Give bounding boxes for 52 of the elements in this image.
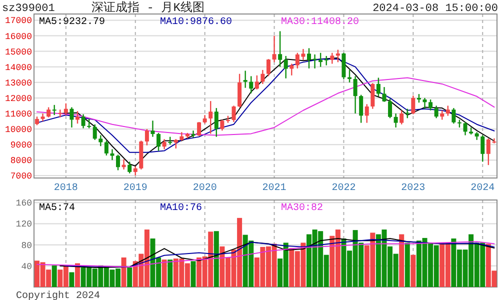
- candlestick: [150, 120, 155, 137]
- y-tick-label: 13000: [4, 78, 32, 88]
- y-tick-label: 9000: [10, 140, 32, 151]
- bar: [121, 257, 126, 287]
- chart-subtitle: sz399001: [2, 3, 56, 15]
- text: MA5:74: [39, 203, 76, 214]
- candlestick: [422, 98, 427, 109]
- candlestick: [272, 36, 276, 62]
- y-tick-label: 12000: [4, 94, 32, 104]
- y-tick-label: 80: [21, 240, 32, 251]
- y-tick-label: 7000: [10, 172, 32, 182]
- bar: [214, 231, 219, 287]
- text: MA10:76: [160, 203, 202, 214]
- annotation: 2024-03-08 15:00:00: [372, 3, 498, 15]
- x-tick-label: 2018: [54, 183, 78, 194]
- y-tick-label: 10000: [4, 125, 32, 136]
- y-tick-label: 40: [21, 262, 32, 272]
- x-tick-label: 2024: [470, 183, 495, 194]
- bar: [75, 263, 80, 287]
- y-tick-label: 15000: [4, 47, 32, 58]
- bar: [52, 265, 57, 287]
- x-tick-label: 2023: [401, 183, 426, 194]
- y-tick-label: 120: [16, 220, 32, 230]
- x-tick-label: 2021: [262, 183, 286, 194]
- x-tick-label: 2022: [332, 183, 356, 194]
- candlestick: [110, 149, 114, 160]
- x-tick-label: 2019: [123, 183, 148, 194]
- y-tick-label: 17000: [4, 16, 32, 26]
- chart-title: 深证成指 - 月K线图: [92, 1, 204, 15]
- bar: [162, 260, 167, 287]
- candlestick: [191, 130, 196, 138]
- y-tick-label: 160: [16, 198, 32, 209]
- y-tick-label: 11000: [4, 109, 32, 120]
- bar: [69, 272, 74, 287]
- x-tick-label: 2020: [192, 183, 217, 194]
- line-series: [36, 58, 495, 153]
- y-tick-label: 8000: [10, 156, 32, 166]
- y-tick-label: 16000: [4, 32, 32, 42]
- bar: [127, 267, 132, 287]
- candlestick: [52, 104, 56, 116]
- bar: [410, 254, 416, 287]
- text: MA30:82: [281, 203, 324, 214]
- y-tick-label: 14000: [4, 62, 32, 73]
- text: MA30:11408.20: [281, 17, 360, 28]
- bar: [190, 261, 196, 287]
- bar: [168, 260, 173, 287]
- text: MA10:9876.60: [160, 17, 232, 28]
- bar: [404, 242, 410, 287]
- bar: [399, 234, 404, 287]
- candlestick: [243, 70, 248, 88]
- text: MA5:9232.79: [39, 17, 106, 28]
- text: Copyright 2024: [16, 290, 100, 300]
